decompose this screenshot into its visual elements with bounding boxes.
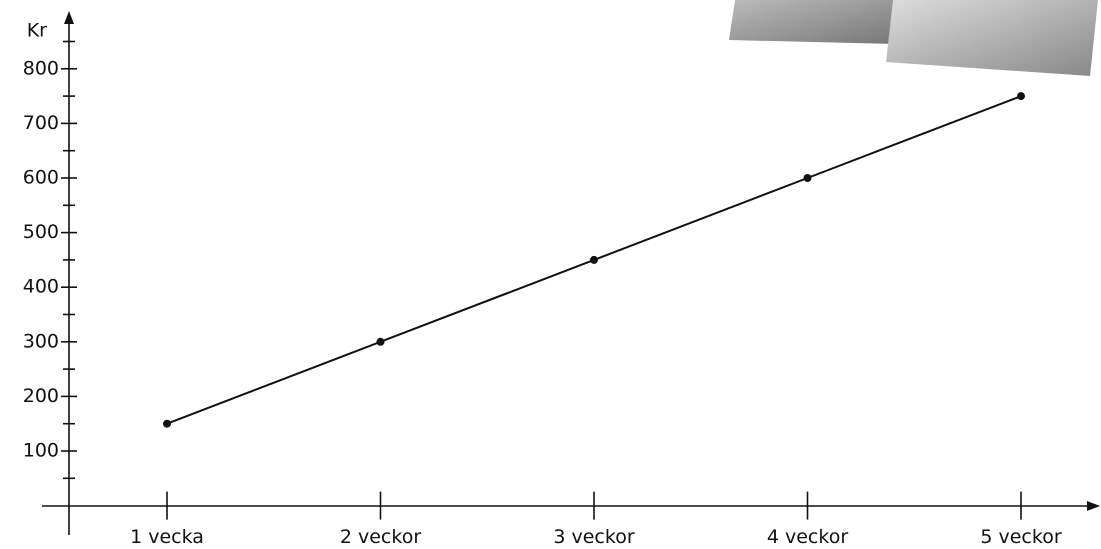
y-tick-label: 700 xyxy=(23,112,59,134)
y-tick-label: 200 xyxy=(23,385,59,407)
x-tick-label: 2 veckor xyxy=(340,526,421,548)
y-axis-arrow xyxy=(64,11,74,24)
data-point xyxy=(376,337,385,346)
data-point xyxy=(1017,92,1025,101)
x-axis-arrow xyxy=(1087,501,1100,511)
data-point xyxy=(803,174,812,182)
y-tick-label: 800 xyxy=(23,57,59,79)
y-tick-label: 300 xyxy=(23,330,59,352)
y-tick-label: 600 xyxy=(23,167,59,189)
y-tick-label: 400 xyxy=(23,276,59,298)
y-axis-label: Kr xyxy=(27,20,47,42)
x-tick-label: 4 veckor xyxy=(767,526,848,548)
x-tick-label: 3 veckor xyxy=(553,526,634,548)
x-tick-label: 1 vecka xyxy=(130,526,204,548)
data-point xyxy=(163,419,171,428)
banknote-illustration xyxy=(729,0,1098,76)
x-tick-label: 5 veckor xyxy=(980,526,1061,548)
data-point xyxy=(590,255,598,264)
y-tick-label: 500 xyxy=(23,221,59,243)
y-tick-label: 100 xyxy=(23,440,59,462)
